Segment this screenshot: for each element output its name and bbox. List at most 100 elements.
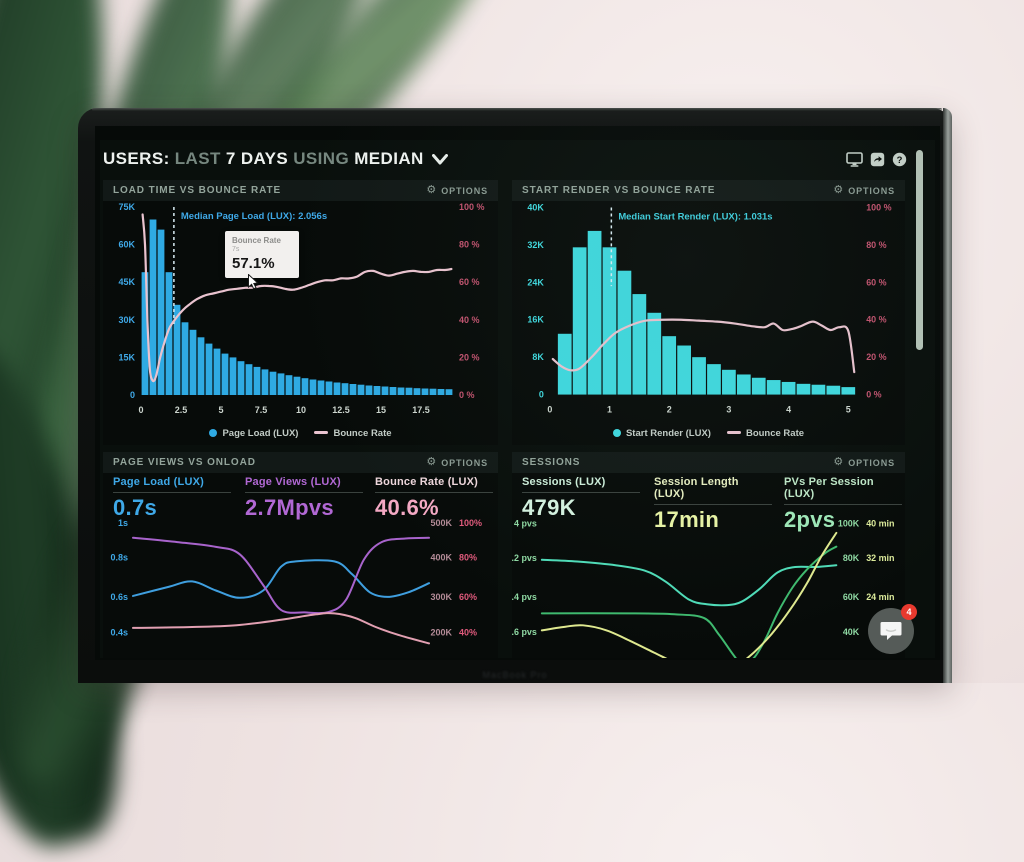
options-button[interactable]: ⚙ OPTIONS (833, 456, 895, 468)
series-line[interactable] (132, 559, 430, 599)
x-axis-tick: 17.5 (412, 405, 430, 415)
histogram-bar[interactable] (301, 378, 309, 395)
histogram-bar[interactable] (269, 371, 277, 395)
series-line[interactable] (540, 531, 838, 658)
options-button[interactable]: ⚙ OPTIONS (426, 456, 488, 468)
series-line[interactable] (132, 612, 430, 645)
histogram-bar[interactable] (381, 386, 389, 396)
histogram-bar[interactable] (617, 270, 632, 395)
histogram-bar[interactable] (173, 304, 181, 395)
histogram-bar[interactable] (293, 376, 301, 395)
histogram-bar[interactable] (707, 364, 721, 395)
y-axis-tick-left: 0.6s (110, 592, 128, 602)
kpi-value: 2.7Mpvs (245, 495, 334, 520)
panel-header: START RENDER VS BOUNCE RATE ⚙ OPTIONS (512, 180, 905, 201)
histogram-bar[interactable] (413, 388, 421, 395)
histogram-bar[interactable] (572, 247, 587, 395)
panel-load-time-vs-bounce-rate: LOAD TIME VS BOUNCE RATE ⚙ OPTIONS 75K 60K… (103, 180, 498, 445)
scrollbar[interactable] (916, 150, 923, 350)
gear-icon: ⚙ (426, 184, 438, 196)
display-icon[interactable] (846, 152, 863, 167)
histogram-bar[interactable] (213, 348, 221, 395)
histogram-bar[interactable] (389, 387, 397, 395)
help-icon[interactable]: ? (892, 152, 907, 167)
series-line[interactable] (132, 536, 430, 615)
series-line[interactable] (540, 558, 838, 607)
histogram-bar[interactable] (149, 219, 157, 396)
histogram-bar[interactable] (677, 345, 691, 395)
chevron-down-icon[interactable] (431, 154, 448, 165)
histogram-bar[interactable] (333, 382, 341, 396)
histogram-bar[interactable] (341, 383, 349, 395)
histogram-bar[interactable] (285, 375, 293, 395)
bounce-rate-line[interactable] (551, 318, 856, 374)
options-button[interactable]: ⚙ OPTIONS (833, 184, 895, 196)
histogram-bar[interactable] (692, 357, 706, 395)
median-annotation: Median Page Load (LUX): 2.056s (181, 211, 327, 222)
laptop-screen: USERS: LAST 7 DAYS USING MEDIAN ? (95, 126, 940, 660)
histogram-bar[interactable] (309, 379, 317, 396)
x-axis-tick: 1 (607, 404, 612, 414)
histogram-bar[interactable] (557, 333, 572, 395)
histogram-bar[interactable] (317, 380, 325, 396)
histogram-bar[interactable] (261, 369, 269, 395)
histogram-bar[interactable] (373, 386, 381, 395)
kpi: Session Length (LUX) 17min (654, 476, 772, 533)
histogram-bar[interactable] (437, 389, 445, 395)
histogram-bar[interactable] (736, 374, 751, 395)
histogram-bar[interactable] (841, 387, 856, 395)
histogram-bar[interactable] (325, 381, 333, 396)
chat-widget-button[interactable]: 4 (868, 604, 917, 654)
histogram-bar[interactable] (811, 384, 826, 395)
share-icon[interactable] (870, 152, 885, 167)
histogram-bar[interactable] (796, 383, 811, 395)
histogram-bar[interactable] (229, 357, 237, 395)
y-axis-tick-right: 20 % (866, 352, 886, 362)
y-axis-tick-left: 0 (130, 390, 135, 400)
y-axis-tick-left: 0 (539, 390, 544, 400)
histogram-bar[interactable] (221, 353, 229, 395)
histogram-bar[interactable] (189, 329, 197, 395)
bounce-rate-line[interactable] (141, 213, 453, 383)
y-axis-tick-left: 0.4s (110, 627, 128, 637)
gear-icon: ⚙ (426, 456, 438, 468)
histogram-bar[interactable] (751, 377, 766, 395)
x-axis-tick: 10 (296, 405, 306, 415)
histogram-bar[interactable] (277, 373, 285, 395)
histogram-bar[interactable] (157, 229, 165, 395)
mouse-cursor-icon (247, 272, 260, 296)
users-period-dropdown[interactable]: USERS: LAST 7 DAYS USING MEDIAN (103, 149, 448, 169)
histogram-bar[interactable] (197, 337, 205, 395)
histogram-bar[interactable] (722, 369, 736, 395)
histogram-bar[interactable] (165, 272, 173, 395)
histogram-bar[interactable] (647, 312, 662, 395)
histogram-bar[interactable] (205, 343, 213, 395)
histogram-bar[interactable] (445, 389, 453, 395)
histogram-bar[interactable] (365, 385, 373, 396)
histogram-bar[interactable] (632, 294, 647, 395)
options-button[interactable]: ⚙ OPTIONS (426, 184, 488, 196)
histogram-bar[interactable] (245, 364, 253, 395)
load-time-chart: 75K 60K 45K 30K 15K 0 100 % 80 % 60 % 40 % 20 % 0 %… (118, 202, 484, 415)
histogram-bar[interactable] (826, 385, 841, 395)
histogram-bar[interactable] (587, 230, 602, 395)
histogram-bar[interactable] (766, 380, 781, 395)
histogram-bar[interactable] (181, 322, 189, 395)
histogram-bar[interactable] (141, 272, 149, 395)
histogram-bar[interactable] (662, 336, 677, 395)
histogram-bar[interactable] (429, 388, 437, 395)
histogram-bar[interactable] (237, 361, 245, 395)
histogram-bar[interactable] (357, 384, 365, 395)
histogram-bar[interactable] (253, 366, 261, 395)
kpi-value: 40.6% (375, 495, 439, 520)
kpi: Sessions (LUX) 479K (522, 476, 640, 521)
histogram-bar[interactable] (781, 381, 796, 395)
histogram-bar[interactable] (405, 387, 413, 395)
histogram-bar[interactable] (602, 247, 617, 395)
histogram-bar[interactable] (397, 387, 405, 396)
series-line[interactable] (540, 545, 838, 658)
laptop-top-edge (92, 108, 942, 111)
histogram-bar[interactable] (349, 384, 357, 395)
histogram-bar[interactable] (421, 388, 429, 396)
panel-header: PAGE VIEWS VS ONLOAD ⚙ OPTIONS (103, 452, 498, 473)
